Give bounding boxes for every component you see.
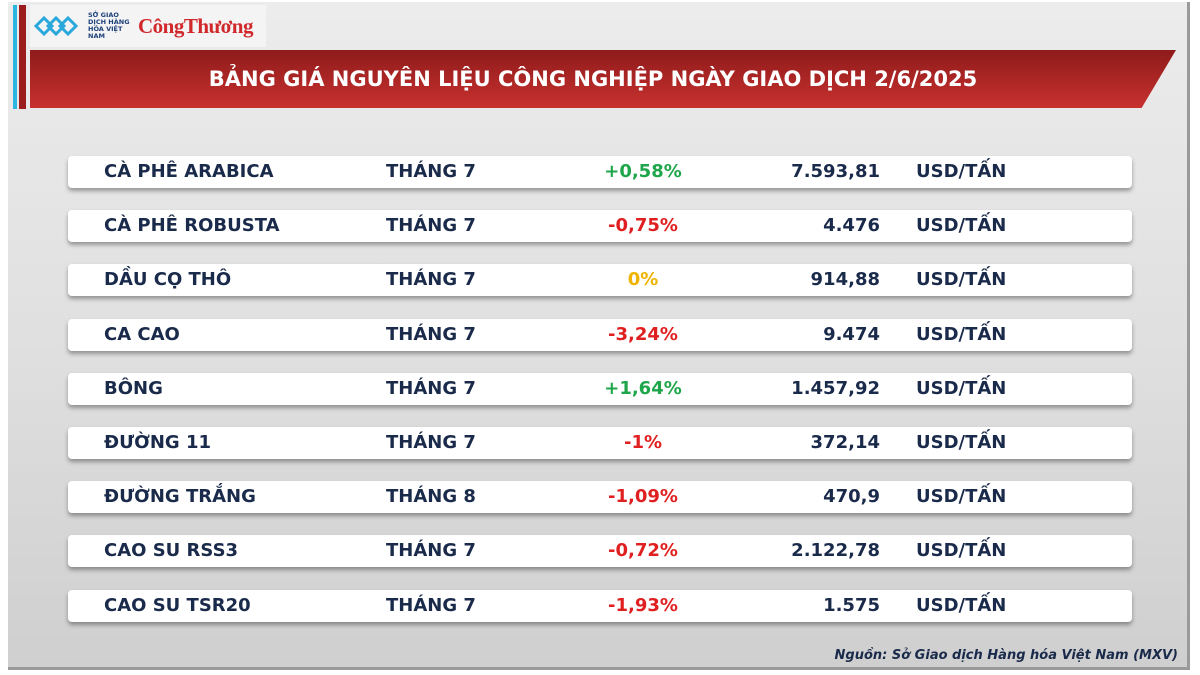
price-unit: USD/TẤN — [916, 486, 1007, 508]
price-change: -0,72% — [608, 540, 678, 562]
price-value: 2.122,78 — [791, 540, 880, 562]
price-value: 470,9 — [823, 486, 880, 508]
price-change: 0% — [627, 269, 659, 291]
price-unit: USD/TẤN — [916, 432, 1007, 453]
source-note: Nguồn: Sở Giao dịch Hàng hóa Việt Nam (M… — [834, 648, 1178, 663]
price-unit: USD/TẤN — [916, 377, 1007, 399]
congthuong-logo: CôngThương — [138, 13, 253, 38]
mxv-logo-icon — [34, 15, 79, 37]
commodity-name: BÔNG — [104, 377, 163, 399]
contract-month: THÁNG 7 — [386, 215, 476, 237]
accent-bar-red — [19, 5, 26, 109]
price-value: 1.457,92 — [791, 377, 880, 399]
logo: SỞ GIAO DỊCH HÀNG HÓA VIỆT NAM CôngThươn… — [30, 5, 266, 47]
price-value: 914,88 — [810, 269, 880, 291]
table-row: ĐƯỜNG 11 THÁNG 7 -1% 372,14 USD/TẤN — [68, 427, 1132, 459]
price-change: -0,75% — [608, 215, 678, 237]
price-unit: USD/TẤN — [916, 594, 1007, 616]
contract-month: THÁNG 7 — [386, 269, 476, 291]
commodity-name: CÀ PHÊ ARABICA — [104, 161, 274, 182]
table-row: CAO SU TSR20 THÁNG 7 -1,93% 1.575 USD/TẤ… — [68, 589, 1132, 622]
price-value: 9.474 — [823, 323, 880, 345]
table-row: CÀ PHÊ ROBUSTA THÁNG 7 -0,75% 4.476 USD/… — [68, 210, 1132, 243]
contract-month: THÁNG 8 — [386, 486, 476, 508]
table-row: BÔNG THÁNG 7 +1,64% 1.457,92 USD/TẤN — [68, 372, 1132, 405]
price-value: 4.476 — [823, 215, 880, 237]
contract-month: THÁNG 7 — [386, 161, 476, 182]
price-unit: USD/TẤN — [916, 323, 1007, 345]
table-row: CA CAO THÁNG 7 -3,24% 9.474 USD/TẤN — [68, 318, 1132, 351]
commodity-name: CA CAO — [104, 323, 180, 345]
table-row: ĐƯỜNG TRẮNG THÁNG 8 -1,09% 470,9 USD/TẤN — [68, 481, 1132, 514]
commodity-name: CÀ PHÊ ROBUSTA — [104, 215, 280, 237]
price-change: -3,24% — [608, 323, 678, 345]
price-change: -1,09% — [608, 486, 678, 508]
price-unit: USD/TẤN — [916, 540, 1007, 562]
price-unit: USD/TẤN — [916, 269, 1007, 291]
price-change: -1,93% — [608, 594, 678, 616]
table-row: DẦU CỌ THÔ THÁNG 7 0% 914,88 USD/TẤN — [68, 264, 1132, 297]
contract-month: THÁNG 7 — [386, 540, 476, 562]
table-row: CÀ PHÊ ARABICA THÁNG 7 +0,58% 7.593,81 U… — [68, 156, 1132, 188]
page-title: BẢNG GIÁ NGUYÊN LIỆU CÔNG NGHIỆP NGÀY GI… — [208, 67, 978, 91]
price-value: 372,14 — [810, 432, 880, 453]
price-value: 1.575 — [823, 594, 880, 616]
price-change: +1,64% — [604, 377, 682, 399]
commodity-name: ĐƯỜNG TRẮNG — [104, 486, 256, 508]
accent-bar-cyan — [13, 5, 17, 109]
table-row: CAO SU RSS3 THÁNG 7 -0,72% 2.122,78 USD/… — [68, 535, 1132, 568]
contract-month: THÁNG 7 — [386, 432, 476, 453]
contract-month: THÁNG 7 — [386, 323, 476, 345]
price-unit: USD/TẤN — [916, 215, 1007, 237]
commodity-name: ĐƯỜNG 11 — [104, 432, 211, 453]
contract-month: THÁNG 7 — [386, 594, 476, 616]
price-unit: USD/TẤN — [916, 161, 1007, 182]
price-change: +0,58% — [604, 161, 682, 182]
commodity-name: DẦU CỌ THÔ — [104, 269, 232, 291]
price-value: 7.593,81 — [791, 161, 880, 182]
price-change: -1% — [623, 432, 663, 453]
contract-month: THÁNG 7 — [386, 377, 476, 399]
commodity-name: CAO SU RSS3 — [104, 540, 239, 562]
commodity-name: CAO SU TSR20 — [104, 594, 251, 616]
mxv-logo-text: SỞ GIAO DỊCH HÀNG HÓA VIỆT NAM — [88, 11, 130, 40]
title-banner: BẢNG GIÁ NGUYÊN LIỆU CÔNG NGHIỆP NGÀY GI… — [30, 50, 1176, 108]
